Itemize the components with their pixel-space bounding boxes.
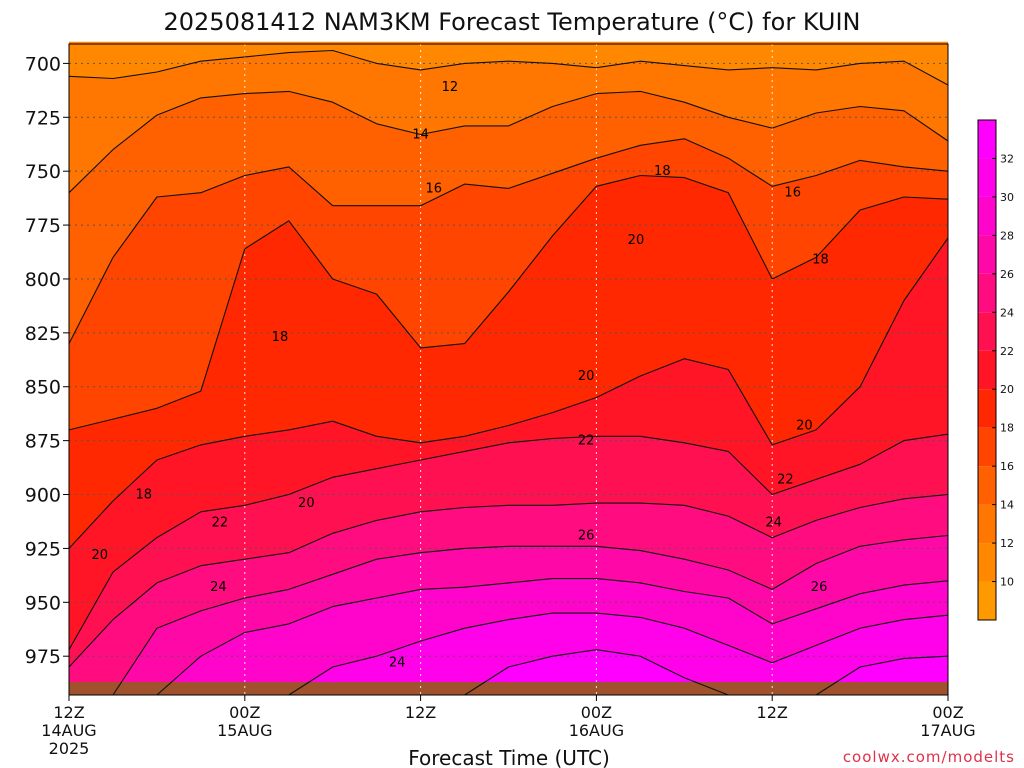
colorbar-bin-22	[978, 312, 996, 351]
colorbar-bin-12	[978, 504, 996, 544]
colorbar-tick-label-12: 12	[1000, 537, 1014, 550]
colorbar-bin-16	[978, 427, 996, 467]
isotherm-label-2: 16	[426, 181, 443, 196]
x-tick-label-36-2: 16AUG	[569, 721, 624, 740]
isotherm-14	[68, 90, 949, 194]
isotherm-label-13: 22	[578, 434, 595, 449]
y-tick-label-725: 725	[25, 107, 61, 129]
colorbar-bin-32	[978, 120, 996, 159]
isotherm-26	[69, 534, 949, 696]
colorbar-tick-label-10: 10	[1000, 576, 1014, 589]
isotherm-12	[68, 49, 949, 86]
colorbar-tick-label-30: 30	[1000, 191, 1014, 204]
isotherm-labels: 12 14 16 16 18 18 18 18 20 20 20 20 20 22 22 22 24 24 24 26…	[91, 80, 828, 671]
x-tick-label-12-2: 15AUG	[217, 721, 272, 740]
isotherm-label-14: 22	[212, 516, 229, 531]
isotherm-28	[69, 578, 949, 696]
y-tick-label-850: 850	[25, 377, 61, 399]
y-tick-label-700: 700	[25, 53, 61, 75]
colorbar-tick-label-20: 20	[1000, 383, 1014, 396]
x-axis-label: Forecast Time (UTC)	[408, 746, 610, 768]
isotherm-label-9: 20	[578, 369, 595, 384]
isotherm-label-10: 20	[298, 496, 315, 511]
temperature-shading	[69, 41, 948, 696]
y-tick-label-875: 875	[25, 431, 61, 453]
credit-text: coolwx.com/modelts	[843, 748, 1015, 766]
y-tick-label-800: 800	[25, 269, 61, 291]
colorbar-bin-10	[978, 543, 996, 582]
temperature-band-30	[69, 613, 948, 695]
isotherm-24	[68, 493, 949, 668]
x-tick-label-36-1: 00Z	[581, 703, 612, 722]
isotherm-20	[68, 237, 949, 549]
y-tick-label-775: 775	[25, 215, 61, 237]
colorbar: 10 12 14 16 18 20 22 24 26 28 30 32	[977, 119, 1014, 621]
isotherm-18	[68, 174, 949, 431]
y-tick-label-975: 975	[25, 646, 61, 668]
x-tick-label-60-1: 00Z	[932, 703, 963, 722]
colorbar-tick-label-22: 22	[1000, 345, 1014, 358]
pressure-axis: 700 725 750 775 800 825 850 875 900 925 950 975	[25, 53, 69, 668]
colorbar-frame	[977, 119, 997, 621]
isotherm-label-0: 12	[442, 80, 459, 95]
x-tick-label-0-2: 14AUG	[41, 721, 96, 740]
y-tick-label-750: 750	[25, 161, 61, 183]
colorbar-tick-label-14: 14	[1000, 499, 1014, 512]
x-tick-label-0-1: 12Z	[53, 703, 84, 722]
isotherm-22	[68, 433, 949, 650]
colorbar-bin-20	[978, 350, 996, 390]
isotherm-label-16: 24	[765, 516, 782, 531]
plot-frame	[68, 43, 949, 696]
isotherm-label-11: 20	[91, 548, 108, 563]
y-tick-label-825: 825	[25, 323, 61, 345]
x-tick-label-0-3: 2025	[49, 739, 90, 758]
isotherm-label-8: 20	[628, 233, 645, 248]
colorbar-tick-label-32: 32	[1000, 152, 1014, 165]
colorbar-bin-8	[978, 581, 996, 620]
isotherm-label-5: 18	[272, 330, 289, 345]
y-tick-label-925: 925	[25, 538, 61, 560]
y-tick-label-950: 950	[25, 592, 61, 614]
colorbar-tick-label-28: 28	[1000, 229, 1014, 242]
ground-strip	[69, 682, 948, 695]
colorbar-bin-28	[978, 196, 996, 236]
colorbar-bin-18	[978, 389, 996, 428]
x-tick-label-24-1: 12Z	[405, 703, 436, 722]
colorbar-bin-30	[978, 158, 996, 197]
x-tick-label-12-1: 00Z	[229, 703, 260, 722]
ground-layer	[69, 682, 948, 695]
isotherm-label-7: 18	[812, 253, 829, 268]
temperature-band-32	[69, 649, 948, 695]
isotherm-label-15: 22	[777, 472, 794, 487]
isotherm-label-4: 18	[654, 164, 671, 179]
isotherm-16	[68, 138, 949, 344]
isotherm-label-17: 24	[210, 580, 227, 595]
gridlines	[69, 44, 948, 695]
isotherm-label-1: 14	[412, 128, 429, 143]
isotherm-label-3: 16	[784, 186, 801, 201]
isotherm-label-19: 26	[578, 528, 595, 543]
colorbar-tick-label-24: 24	[1000, 306, 1014, 319]
isotherm-label-12: 20	[796, 419, 813, 434]
colorbar-bin-26	[978, 235, 996, 274]
isotherm-label-20: 26	[811, 580, 828, 595]
y-tick-label-900: 900	[25, 485, 61, 507]
x-tick-label-60-2: 17AUG	[920, 721, 975, 740]
isotherm-label-18: 24	[389, 656, 406, 671]
colorbar-tick-label-26: 26	[1000, 268, 1014, 281]
colorbar-tick-label-16: 16	[1000, 460, 1014, 473]
colorbar-bin-14	[978, 466, 996, 505]
chart-title: 2025081412 NAM3KM Forecast Temperature (…	[163, 8, 860, 36]
isotherm-label-6: 18	[135, 488, 152, 503]
colorbar-bin-24	[978, 273, 996, 313]
colorbar-tick-label-18: 18	[1000, 422, 1014, 435]
x-tick-label-48-1: 12Z	[757, 703, 788, 722]
